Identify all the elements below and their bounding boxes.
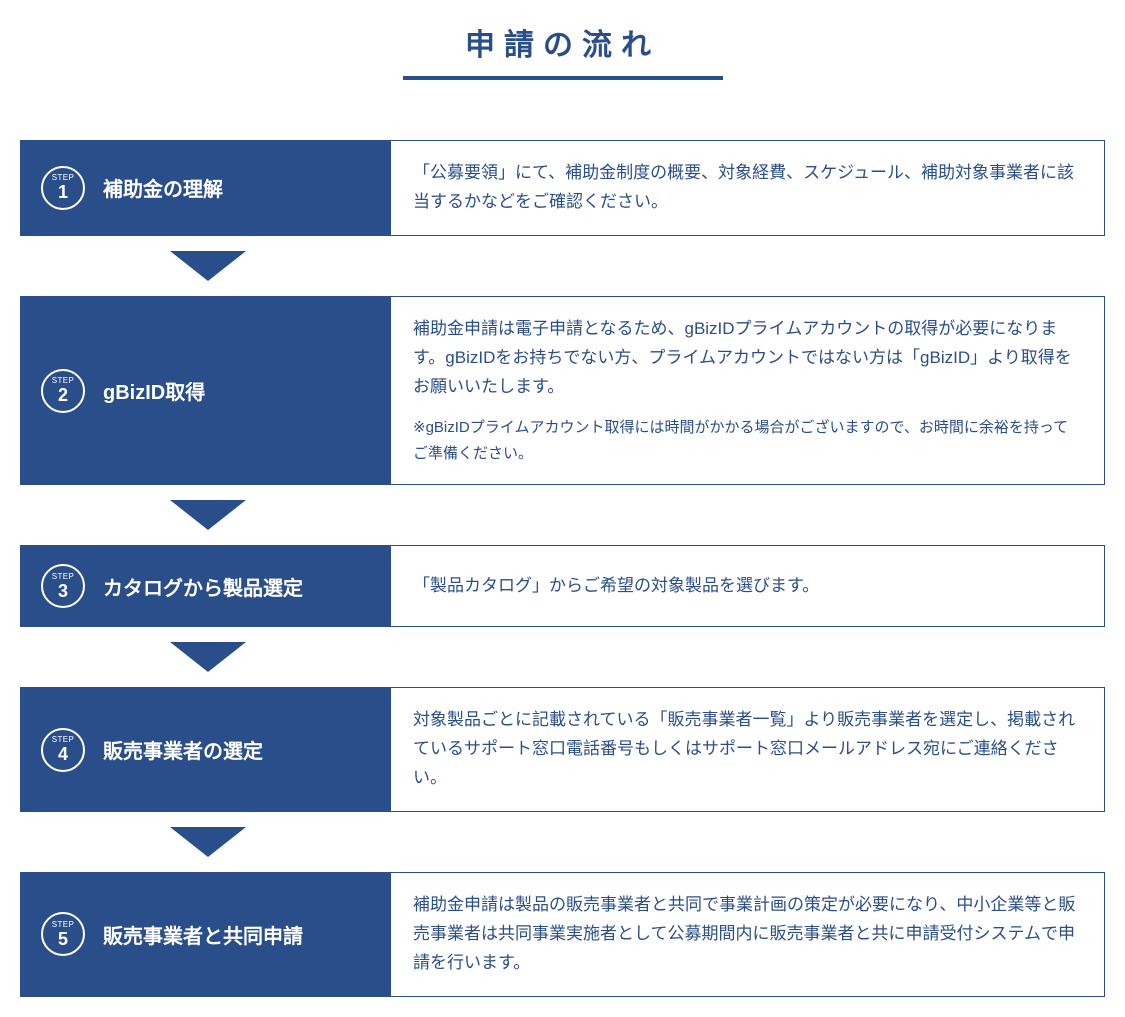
step-badge: STEP4 [41,728,85,772]
step-badge: STEP5 [41,912,85,956]
arrow-wrap [20,627,1105,687]
step-title: カタログから製品選定 [103,572,303,601]
page-title: 申請の流れ [465,20,660,76]
arrow-wrap [20,812,1105,872]
step-badge-number: 4 [58,745,68,763]
step-left-panel: STEP5 販売事業者と共同申請 [21,873,391,996]
step-description: 「製品カタログ」からご希望の対象製品を選びます。 [413,572,1082,601]
step-row: STEP2 gBizID取得 補助金申請は電子申請となるため、gBizIDプライムア… [20,296,1105,486]
step-title: gBizID取得 [103,376,205,405]
step-description: 対象製品ごとに記載されている「販売事業者一覧」より販売事業者を選定し、掲載されて… [413,706,1082,793]
step-title: 販売事業者と共同申請 [103,920,303,949]
down-arrow-icon [170,251,246,281]
step-badge-label: STEP [52,377,75,385]
step-right-panel: 補助金申請は製品の販売事業者と共同で事業計画の策定が必要になり、中小企業等と販売… [391,873,1104,996]
step-row: STEP3 カタログから製品選定 「製品カタログ」からご希望の対象製品を選びます。 [20,545,1105,627]
title-underline [403,76,723,80]
down-arrow-icon [170,500,246,530]
step-badge-label: STEP [52,573,75,581]
step-row: STEP4 販売事業者の選定 対象製品ごとに記載されている「販売事業者一覧」より販売… [20,687,1105,812]
step-left-panel: STEP3 カタログから製品選定 [21,546,391,626]
step-badge-number: 2 [58,386,68,404]
down-arrow-icon [170,827,246,857]
step-right-panel: 「製品カタログ」からご希望の対象製品を選びます。 [391,546,1104,626]
step-left-panel: STEP1 補助金の理解 [21,141,391,235]
down-arrow-icon [170,642,246,672]
step-badge: STEP2 [41,369,85,413]
step-right-panel: 補助金申請は電子申請となるため、gBizIDプライムアカウントの取得が必要になり… [391,297,1104,485]
step-description: 「公募要領」にて、補助金制度の概要、対象経費、スケジュール、補助対象事業者に該当… [413,159,1082,217]
steps-list: STEP1補助金の理解「公募要領」にて、補助金制度の概要、対象経費、スケジュール… [20,140,1105,997]
step-note: ※gBizIDプライムアカウント取得には時間がかかる場合がございますので、お時間… [413,415,1082,466]
step-left-panel: STEP2 gBizID取得 [21,297,391,485]
step-left-panel: STEP4 販売事業者の選定 [21,688,391,811]
step-right-panel: 対象製品ごとに記載されている「販売事業者一覧」より販売事業者を選定し、掲載されて… [391,688,1104,811]
step-row: STEP5 販売事業者と共同申請 補助金申請は製品の販売事業者と共同で事業計画の策定… [20,872,1105,997]
arrow-wrap [20,485,1105,545]
step-badge-number: 5 [58,930,68,948]
step-description: 補助金申請は電子申請となるため、gBizIDプライムアカウントの取得が必要になり… [413,315,1082,402]
step-description: 補助金申請は製品の販売事業者と共同で事業計画の策定が必要になり、中小企業等と販売… [413,891,1082,978]
step-badge-number: 3 [58,582,68,600]
flow-container: 申請の流れ STEP1補助金の理解「公募要領」にて、補助金制度の概要、対象経費、… [20,20,1105,997]
arrow-wrap [20,236,1105,296]
step-row: STEP1 補助金の理解 「公募要領」にて、補助金制度の概要、対象経費、スケジュール… [20,140,1105,236]
step-title: 販売事業者の選定 [103,735,263,764]
step-badge-label: STEP [52,736,75,744]
step-right-panel: 「公募要領」にて、補助金制度の概要、対象経費、スケジュール、補助対象事業者に該当… [391,141,1104,235]
step-badge: STEP1 [41,166,85,210]
step-badge-label: STEP [52,921,75,929]
step-title: 補助金の理解 [103,173,223,202]
step-badge-label: STEP [52,174,75,182]
step-badge-number: 1 [58,183,68,201]
step-badge: STEP3 [41,564,85,608]
